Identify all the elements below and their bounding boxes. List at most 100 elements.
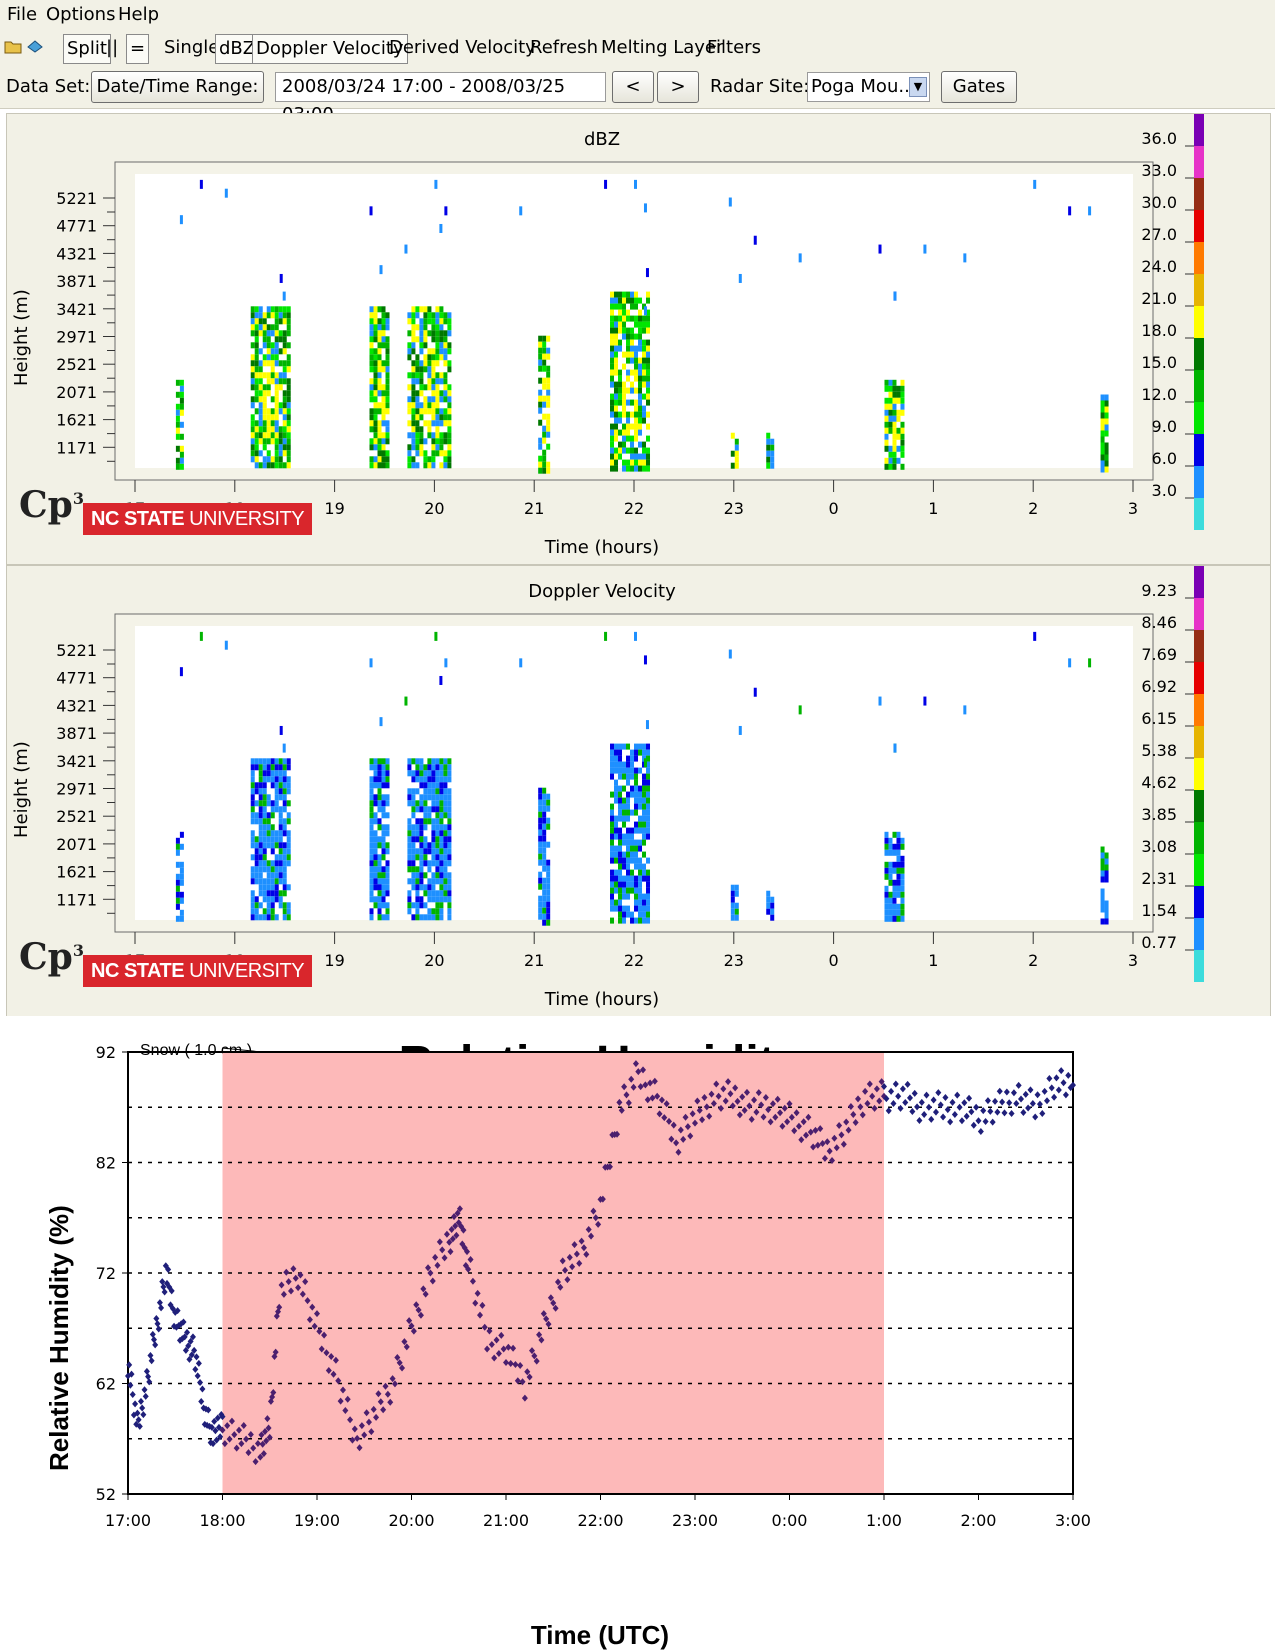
- rh-point: [590, 1207, 597, 1215]
- echo-pixel: [250, 830, 255, 837]
- echo-pixel: [286, 914, 291, 921]
- echo-pixel: [258, 408, 263, 415]
- echo-pixel: [447, 770, 452, 777]
- echo-pixel: [266, 836, 271, 843]
- echo-pixel: [542, 901, 547, 908]
- echo-pixel: [369, 824, 374, 831]
- echo-pixel: [642, 345, 647, 352]
- dbz-button[interactable]: dBZ: [215, 34, 260, 64]
- echo-pixel: [626, 845, 631, 852]
- echo-pixel: [435, 384, 440, 391]
- colorbar-label: 7.69: [1141, 645, 1177, 664]
- echo-pixel: [622, 821, 627, 828]
- echo-pixel: [447, 890, 452, 897]
- echo-speck: [444, 658, 448, 668]
- x-tick-label: 22: [624, 499, 644, 518]
- echo-pixel: [538, 419, 543, 426]
- echo-pixel: [427, 794, 432, 801]
- rh-point: [713, 1080, 720, 1088]
- echo-pixel: [278, 402, 283, 409]
- echo-pixel: [262, 764, 267, 771]
- echo-pixel: [373, 456, 378, 463]
- echo-pixel: [634, 453, 639, 460]
- echo-pixel: [250, 812, 255, 819]
- menu-help[interactable]: Help: [118, 4, 160, 25]
- rh-point: [254, 1440, 261, 1448]
- echo-pixel: [286, 420, 291, 427]
- next-button[interactable]: >: [657, 71, 699, 103]
- echo-pixel: [381, 902, 386, 909]
- split-button[interactable]: Split: [63, 34, 111, 64]
- echo-pixel: [538, 805, 543, 812]
- rh-point: [193, 1353, 200, 1361]
- open-folder-icon[interactable]: [4, 36, 22, 64]
- y-tick-label: 2971: [56, 780, 97, 799]
- rh-point: [363, 1409, 370, 1417]
- previous-button[interactable]: <: [612, 71, 654, 103]
- echo-pixel: [274, 450, 279, 457]
- colorbar-segment: [1194, 886, 1204, 918]
- menu-options[interactable]: Options: [46, 4, 116, 25]
- echo-pixel: [254, 318, 259, 325]
- derived-velocity-button[interactable]: Derived Velocity: [389, 37, 536, 58]
- filters-button[interactable]: Filters: [707, 37, 761, 58]
- echo-pixel: [423, 396, 428, 403]
- echo-pixel: [614, 827, 619, 834]
- echo-pixel: [278, 794, 283, 801]
- echo-pixel: [896, 885, 901, 892]
- echo-pixel: [626, 803, 631, 810]
- rh-point: [675, 1148, 682, 1156]
- echo-pixel: [538, 793, 543, 800]
- echo-pixel: [431, 800, 436, 807]
- echo-pixel: [278, 336, 283, 343]
- echo-pixel: [423, 354, 428, 361]
- echo-pixel: [443, 866, 448, 873]
- rh-point: [746, 1102, 753, 1110]
- echo-pixel: [385, 336, 390, 343]
- radar-site-select[interactable]: Poga Mou... ▼: [807, 72, 930, 102]
- echo-pixel: [766, 896, 771, 903]
- echo-pixel: [369, 348, 374, 355]
- rh-point: [942, 1094, 949, 1102]
- echo-pixel: [427, 378, 432, 385]
- echo-pixel: [411, 836, 416, 843]
- save-icon[interactable]: [26, 36, 44, 64]
- rh-point: [427, 1269, 434, 1277]
- rh-point: [547, 1294, 554, 1302]
- echo-pixel: [254, 390, 259, 397]
- date-time-range-field[interactable]: 2008/03/24 17:00 - 2008/03/25 03:00: [275, 72, 606, 125]
- echo-pixel: [730, 902, 735, 909]
- echo-pixel: [638, 363, 643, 370]
- echo-pixel: [274, 764, 279, 771]
- refresh-button[interactable]: Refresh: [530, 37, 598, 58]
- menu-file[interactable]: File: [7, 4, 38, 25]
- melting-layer-button[interactable]: Melting Layer: [601, 37, 724, 58]
- side-by-side-button[interactable]: ||: [106, 37, 119, 58]
- echo-pixel: [766, 444, 771, 451]
- echo-pixel: [892, 861, 897, 868]
- echo-pixel: [443, 872, 448, 879]
- chevron-down-icon[interactable]: ▼: [909, 77, 927, 97]
- echo-pixel: [262, 836, 267, 843]
- echo-pixel: [546, 467, 551, 474]
- echo-pixel: [419, 372, 424, 379]
- echo-pixel: [427, 396, 432, 403]
- echo-pixel: [415, 770, 420, 777]
- echo-pixel: [610, 447, 615, 454]
- date-time-range-button[interactable]: Date/Time Range:: [91, 71, 264, 103]
- echo-pixel: [250, 794, 255, 801]
- gates-button[interactable]: Gates: [941, 71, 1017, 103]
- rh-point: [831, 1134, 838, 1142]
- echo-pixel: [258, 848, 263, 855]
- rh-point: [146, 1378, 153, 1386]
- echo-pixel: [610, 303, 615, 310]
- echo-pixel: [282, 414, 287, 421]
- echo-pixel: [538, 443, 543, 450]
- echo-pixel: [369, 764, 374, 771]
- stacked-button[interactable]: =: [126, 34, 150, 64]
- echo-pixel: [642, 869, 647, 876]
- echo-pixel: [542, 865, 547, 872]
- doppler-velocity-button[interactable]: Doppler Velocity: [252, 34, 408, 64]
- single-button[interactable]: Single: [164, 37, 220, 58]
- echo-pixel: [630, 839, 635, 846]
